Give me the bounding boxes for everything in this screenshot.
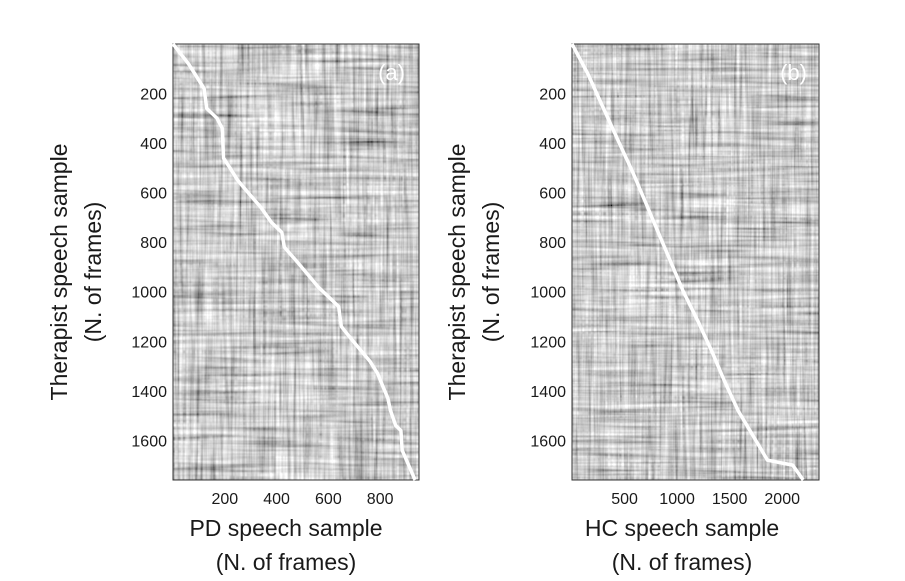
y-tick-label-a-1400: 1400 <box>131 384 167 401</box>
panel-label-a: (a) <box>378 60 405 85</box>
x-tick-label-a-200: 200 <box>211 491 238 508</box>
y-tick-label-b-400: 400 <box>539 136 566 153</box>
x-axis-label-a-line2: (N. of frames) <box>216 549 357 575</box>
heatmap-a-frame <box>172 43 420 481</box>
warping-path-a <box>171 42 417 481</box>
y-tick-label-b-200: 200 <box>539 87 566 104</box>
x-tick-label-b-1500: 1500 <box>712 491 748 508</box>
y-axis-label-b-line1: Therapist speech sample <box>444 144 470 401</box>
y-tick-label-b-1200: 1200 <box>530 334 566 351</box>
y-tick-label-b-1600: 1600 <box>530 433 566 450</box>
x-axis-label-b-line1: HC speech sample <box>585 515 779 541</box>
panel-b: (b) 200 400 600 800 1000 1200 1400 1600 500 1000… <box>444 43 820 575</box>
y-tick-label-b-1400: 1400 <box>530 384 566 401</box>
panel-label-b: (b) <box>780 60 807 85</box>
y-tick-label-a-600: 600 <box>140 186 167 203</box>
y-ticks-b: 200 400 600 800 1000 1200 1400 1600 <box>530 87 566 451</box>
heatmap-b-texture <box>572 44 819 480</box>
x-tick-label-b-1000: 1000 <box>659 491 695 508</box>
heatmap-b-frame <box>571 43 820 481</box>
y-tick-label-a-800: 800 <box>140 235 167 252</box>
y-tick-label-b-600: 600 <box>539 186 566 203</box>
y-tick-label-a-200: 200 <box>140 87 167 104</box>
x-axis-label-a-line1: PD speech sample <box>189 515 382 541</box>
y-tick-label-b-800: 800 <box>539 235 566 252</box>
y-ticks-a: 200 400 600 800 1000 1200 1400 1600 <box>131 87 167 451</box>
panel-a: (a) 200 400 600 800 1000 1200 1400 1600 200 400 6… <box>46 42 420 575</box>
x-ticks-a: 200 400 600 800 <box>211 491 393 508</box>
x-tick-label-a-800: 800 <box>367 491 394 508</box>
y-tick-label-a-1600: 1600 <box>131 433 167 450</box>
x-tick-label-b-2000: 2000 <box>764 491 800 508</box>
y-axis-label-a-line1: Therapist speech sample <box>46 144 72 401</box>
x-tick-label-b-500: 500 <box>611 491 638 508</box>
x-axis-label-b-line2: (N. of frames) <box>612 549 753 575</box>
y-axis-label-a-line2: (N. of frames) <box>80 202 106 343</box>
y-tick-label-a-1200: 1200 <box>131 334 167 351</box>
y-axis-label-b-line2: (N. of frames) <box>478 202 504 343</box>
warping-path-b <box>570 43 805 482</box>
y-tick-label-b-1000: 1000 <box>530 285 566 302</box>
x-tick-label-a-400: 400 <box>263 491 290 508</box>
y-tick-label-a-400: 400 <box>140 136 167 153</box>
x-tick-label-a-600: 600 <box>315 491 342 508</box>
y-tick-label-a-1000: 1000 <box>131 285 167 302</box>
x-ticks-b: 500 1000 1500 2000 <box>611 491 800 508</box>
